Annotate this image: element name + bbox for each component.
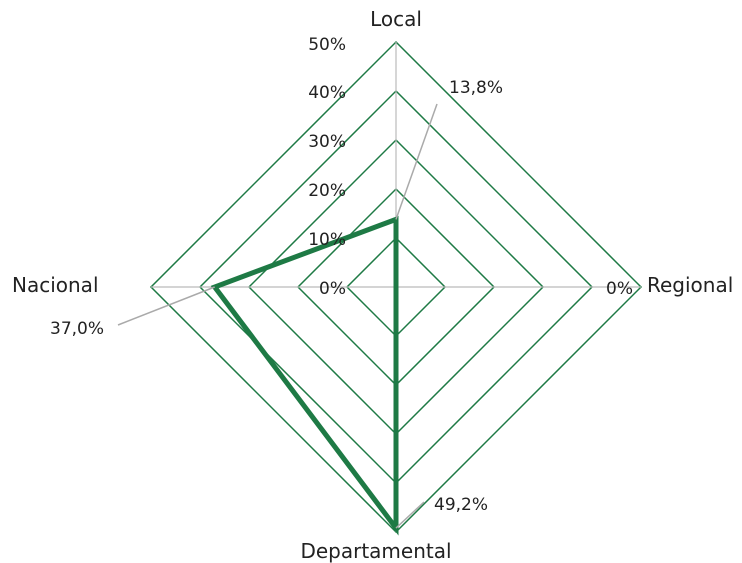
data-point-1 <box>394 285 398 289</box>
value-label-local: 13,8% <box>449 78 503 98</box>
leader-lines <box>117 103 438 529</box>
leader-line-3 <box>117 286 215 326</box>
value-label-regional: 0% <box>606 279 633 299</box>
tick-label-20: 20% <box>308 181 346 201</box>
axis-label-nacional: Nacional <box>12 273 99 297</box>
axis-label-departamental: Departamental <box>300 539 451 563</box>
axis-label-local: Local <box>370 7 422 31</box>
leader-line-0 <box>395 103 438 220</box>
value-label-departamental: 49,2% <box>434 495 488 515</box>
tick-label-0: 0% <box>319 279 346 299</box>
tick-label-30: 30% <box>308 132 346 152</box>
tick-label-50: 50% <box>308 35 346 55</box>
tick-label-40: 40% <box>308 83 346 103</box>
tick-label-10: 10% <box>308 230 346 250</box>
leader-line-2 <box>395 501 425 529</box>
value-label-nacional: 37,0% <box>50 319 104 339</box>
axis-label-regional: Regional <box>647 273 733 297</box>
